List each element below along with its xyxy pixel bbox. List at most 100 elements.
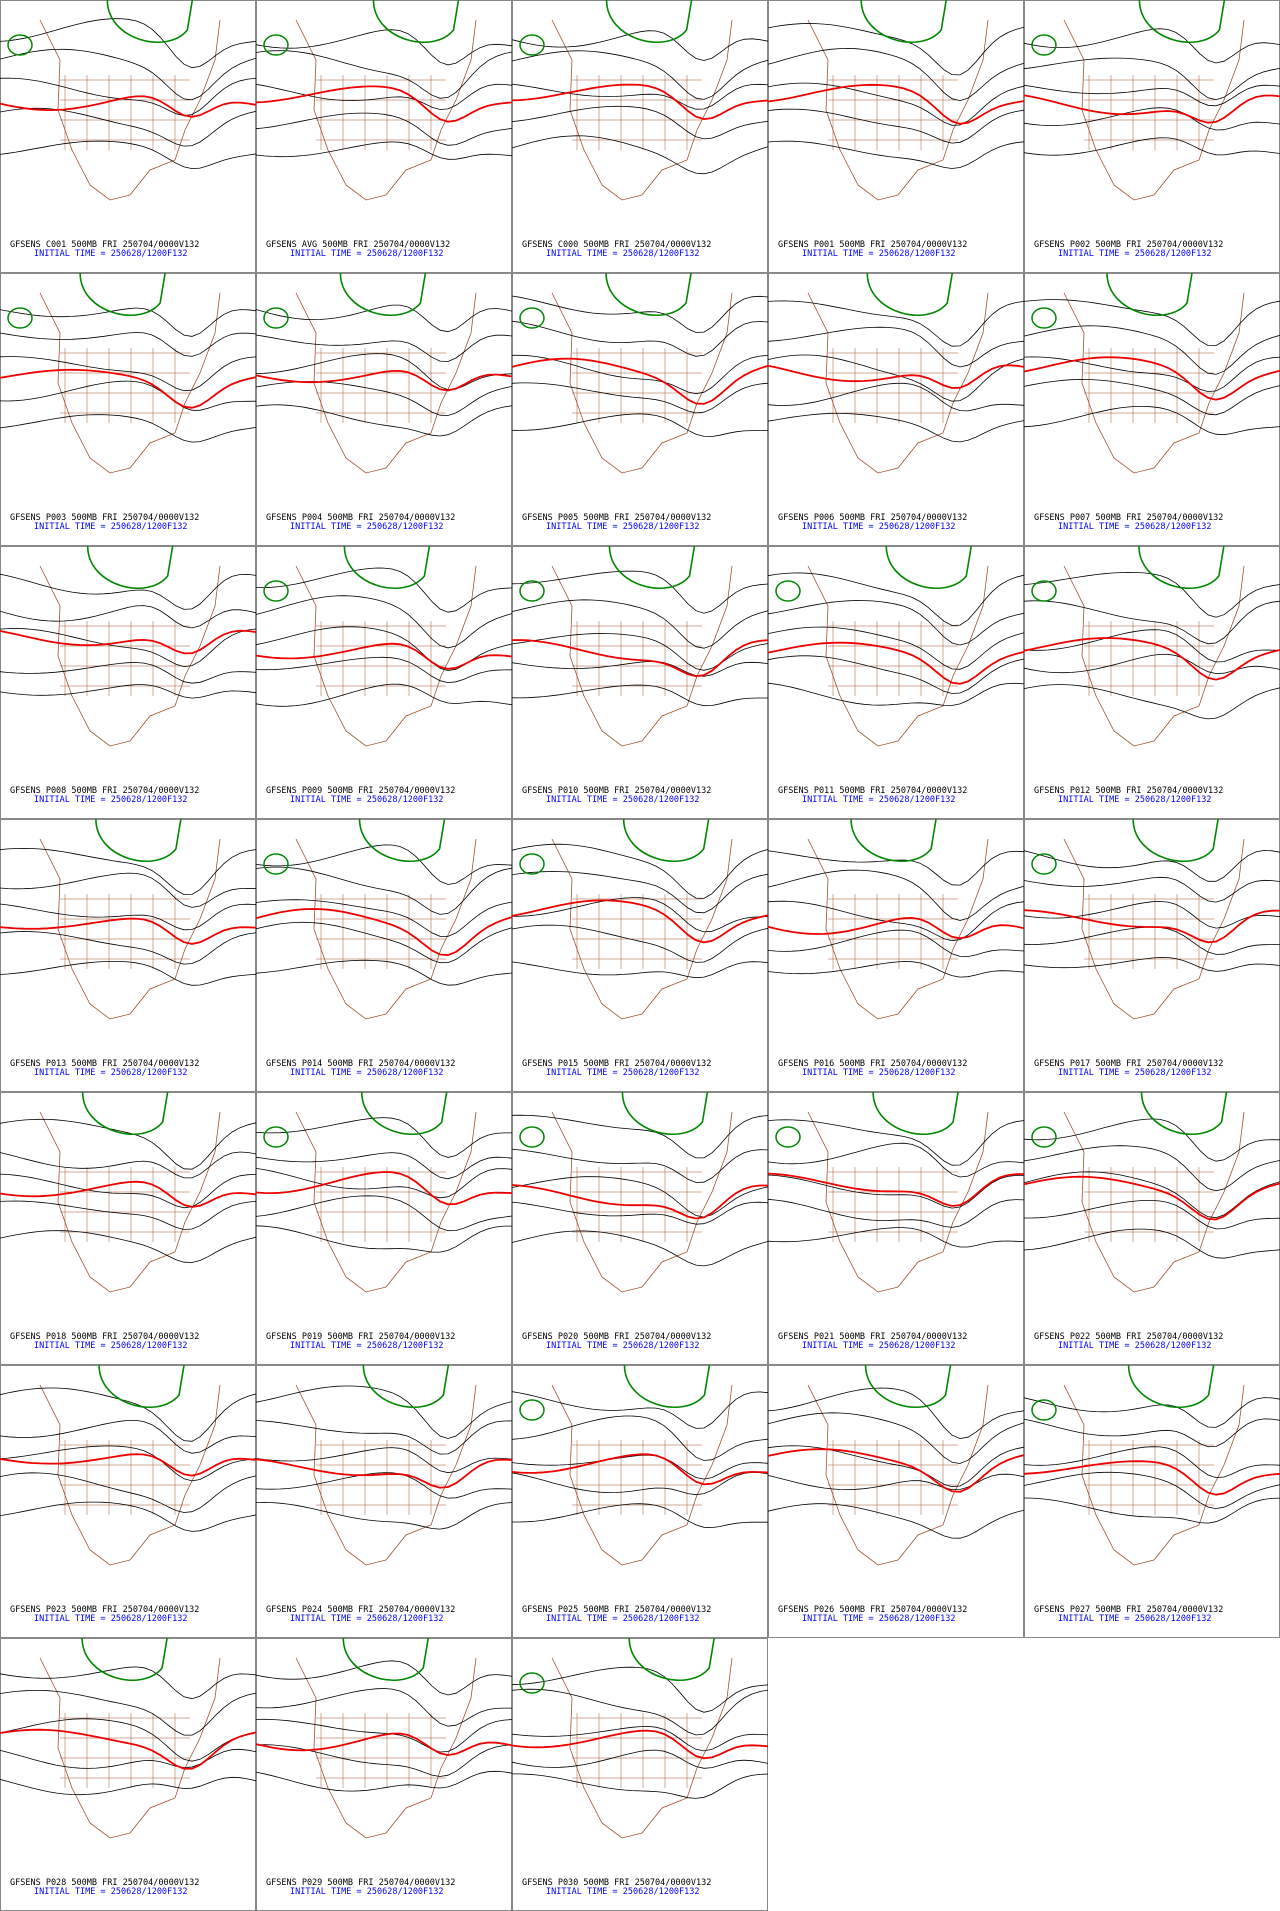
panel-caption: GFSENS C001 500MB FRI 250704/0000V132: [10, 240, 199, 250]
contour-552: [605, 0, 693, 44]
contour-576: [255, 85, 513, 123]
contour: [511, 1230, 769, 1267]
contour-576: [0, 368, 257, 409]
contour-552: [1106, 272, 1193, 317]
contour: [255, 141, 513, 160]
contour-552: [623, 1364, 711, 1409]
contour: [1023, 1418, 1280, 1448]
coastline: [551, 292, 733, 474]
panel-frame: [512, 0, 768, 273]
contour: [255, 1744, 513, 1777]
map-panel: GFSENS P009 500MB FRI 250704/0000V132INI…: [255, 545, 513, 819]
contour-576: [511, 357, 769, 405]
coastline: [807, 565, 989, 747]
contour: [511, 570, 769, 614]
contour: [255, 404, 513, 437]
contour: [255, 921, 513, 964]
coastline: [1063, 1384, 1245, 1566]
panel-frame: [768, 546, 1024, 819]
contour: [255, 304, 513, 333]
low-552: [1031, 580, 1057, 602]
panel-caption: GFSENS P001 500MB FRI 250704/0000V132: [778, 240, 967, 250]
contour: [767, 1119, 1025, 1166]
contour: [0, 1151, 257, 1179]
low-552: [263, 307, 289, 329]
contour: [767, 1387, 1025, 1440]
contour-552: [608, 545, 696, 590]
panel-caption: GFSENS P021 500MB FRI 250704/0000V132: [778, 1332, 967, 1342]
contour-576: [1023, 356, 1280, 401]
contour: [1023, 1497, 1280, 1524]
map-panel: GFSENS P019 500MB FRI 250704/0000V132INI…: [255, 1091, 513, 1365]
contour: [0, 1118, 257, 1170]
contour: [1023, 1145, 1280, 1192]
panel-caption: GFSENS P029 500MB FRI 250704/0000V132: [266, 1878, 455, 1888]
contour-552: [81, 1091, 169, 1136]
contour: [0, 1666, 257, 1700]
contour-576: [0, 1728, 257, 1770]
map-panel: GFSENS P017 500MB FRI 250704/0000V132INI…: [1023, 818, 1280, 1092]
panel-frame: [768, 1092, 1024, 1365]
contour-576: [0, 917, 257, 945]
low-552: [519, 853, 545, 875]
low-552: [263, 853, 289, 875]
contour: [767, 1174, 1024, 1209]
contour: [1023, 900, 1280, 929]
coastline: [807, 838, 989, 1020]
panel-caption: GFSENS P017 500MB FRI 250704/0000V132: [1034, 1059, 1223, 1069]
panel-frame: [0, 1092, 256, 1365]
coastline: [1063, 292, 1245, 474]
panel-caption: GFSENS P003 500MB FRI 250704/0000V132: [10, 513, 199, 523]
contour: [255, 29, 513, 66]
contour: [1023, 107, 1280, 131]
coastline: [39, 565, 221, 747]
contour: [0, 605, 257, 629]
contour: [511, 382, 769, 414]
contour: [767, 108, 1025, 144]
low-552: [1031, 1126, 1057, 1148]
low-552: [519, 1672, 545, 1694]
contour: [767, 382, 1025, 412]
panel-init-time: INITIAL TIME = 250628/1200F132: [1058, 1068, 1212, 1078]
coastline: [551, 19, 733, 201]
low-552: [775, 580, 801, 602]
map-panel: GFSENS C000 500MB FRI 250704/0000V132INI…: [511, 0, 769, 273]
panel-caption: GFSENS P026 500MB FRI 250704/0000V132: [778, 1605, 967, 1615]
contour: [255, 866, 513, 915]
panel-init-time: INITIAL TIME = 250628/1200F132: [34, 1068, 188, 1078]
contour: [767, 869, 1025, 921]
panel-caption: GFSENS P030 500MB FRI 250704/0000V132: [522, 1878, 711, 1888]
contour: [767, 300, 1025, 347]
contour: [0, 1690, 257, 1736]
coastline: [39, 838, 221, 1020]
contour: [0, 1718, 257, 1762]
panel-caption: GFSENS P016 500MB FRI 250704/0000V132: [778, 1059, 967, 1069]
contour-576: [767, 1448, 1025, 1493]
contour-576: [255, 369, 513, 392]
contour-552: [621, 1091, 709, 1136]
contour-552: [1132, 818, 1219, 863]
panel-init-time: INITIAL TIME = 250628/1200F132: [802, 522, 956, 532]
contour: [256, 567, 513, 613]
contour: [511, 83, 769, 110]
contour: [255, 1152, 513, 1180]
panel-frame: [0, 0, 256, 273]
contour-576: [255, 1458, 513, 1489]
panel-caption: GFSENS P027 500MB FRI 250704/0000V132: [1034, 1605, 1223, 1615]
coastline: [39, 292, 221, 474]
panel-caption: GFSENS P008 500MB FRI 250704/0000V132: [10, 786, 199, 796]
low-552: [519, 34, 545, 56]
map-panel: GFSENS P008 500MB FRI 250704/0000V132INI…: [0, 545, 257, 819]
contour: [255, 334, 513, 362]
contour: [511, 1114, 769, 1159]
map-panel: GFSENS P001 500MB FRI 250704/0000V132INI…: [767, 0, 1025, 273]
contour: [511, 105, 769, 140]
low-552: [1031, 34, 1057, 56]
panel-caption: GFSENS P015 500MB FRI 250704/0000V132: [522, 1059, 711, 1069]
map-panel: GFSENS C001 500MB FRI 250704/0000V132INI…: [0, 0, 257, 273]
contour: [0, 1200, 257, 1230]
panel-caption: GFSENS P022 500MB FRI 250704/0000V132: [1034, 1332, 1223, 1342]
panel-caption: GFSENS P005 500MB FRI 250704/0000V132: [522, 513, 711, 523]
contour: [255, 1225, 512, 1253]
low-552: [1031, 1399, 1057, 1421]
